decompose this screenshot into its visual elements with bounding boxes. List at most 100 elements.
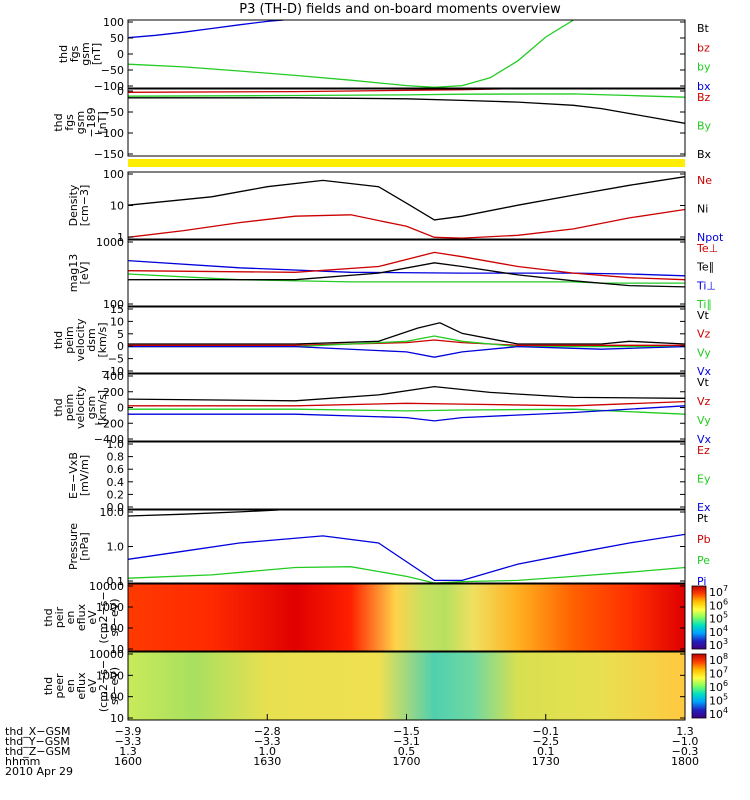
y-tick-label: 100 (103, 298, 124, 311)
y-tick-label: −150 (94, 148, 124, 161)
colorbar-tick-label: 103 (709, 637, 728, 652)
y-axis-label-line: [km/s] (96, 390, 109, 425)
series-line-Ti⊥ (128, 259, 685, 277)
series-line-Vx (128, 345, 685, 358)
y-tick-label: 15 (110, 303, 124, 316)
series-line-Vy (128, 408, 685, 415)
y-axis-label-line: thd (52, 398, 65, 416)
y-tick-label: 0.2 (107, 488, 125, 501)
panel-frame (127, 88, 686, 157)
y-axis-label-line: en (64, 679, 77, 693)
series-line-by (128, 20, 574, 88)
legend-entry-by: by (697, 61, 711, 74)
panel-frame (127, 583, 686, 652)
y-axis-label-line: peer (53, 673, 66, 699)
footer-row-value: 0.5 (398, 745, 416, 758)
legend-entry-Bx: Bx (697, 148, 712, 161)
y-tick-label: −100 (94, 80, 124, 93)
y-axis-label-line: sr−eV) (108, 667, 121, 705)
y-axis-label-line: eV (86, 610, 99, 625)
spectrogram-9 (128, 652, 685, 720)
series-line-By (128, 93, 685, 98)
y-axis-label-line: (cm2−s− (97, 660, 110, 712)
y-axis-label-line: peim (63, 394, 76, 422)
y-axis-label-line: [nPa] (78, 532, 91, 560)
legend-entry-Bz: Bz (697, 91, 711, 104)
legend-entry-Ne: Ne (697, 174, 712, 187)
y-tick-label: 50 (110, 32, 124, 45)
panel-frame (127, 373, 686, 442)
y-tick-label: 10 (110, 712, 124, 725)
legend-entry-Pb: Pb (697, 533, 711, 546)
colorbar-bar-9 (691, 653, 707, 719)
y-axis-label-line: en (64, 611, 77, 625)
series-line-Vt (128, 385, 685, 402)
y-tick-label: 10 (110, 315, 124, 328)
footer-row-value: −3.9 (115, 725, 142, 738)
y-axis-label-line: thd (52, 331, 65, 349)
colorbar-bar-8 (691, 585, 707, 650)
colorbar-tick-exponent: 4 (723, 706, 728, 715)
colorbar-tick-exponent: 7 (723, 666, 728, 675)
legend-entry-Te⊥: Te⊥ (696, 242, 718, 255)
y-axis-label-line: [cm−3] (78, 185, 91, 227)
footer-row-value: 1630 (253, 755, 281, 768)
y-axis-label-line: eflux (75, 603, 88, 631)
series-group-7 (128, 510, 685, 583)
footer-row-value: −1.5 (393, 725, 420, 738)
series-group-1 (128, 89, 685, 124)
y-tick-label: −10 (101, 365, 124, 378)
footer-axis: thd_X−GSM −3.9 −2.8 −1.5 −0.1 1.3 thd_Y−GSM −3.… (5, 714, 699, 778)
panel-frame (127, 171, 686, 240)
legend-entry-bx: bx (697, 80, 711, 93)
legend-entry-Pi: Pi (697, 575, 706, 588)
legend-entry-Ez: Ez (697, 444, 710, 457)
y-axis-label-line: mag13 (67, 254, 80, 292)
colorbar-tick-label: 104 (709, 706, 728, 721)
y-tick-label: −200 (94, 417, 124, 430)
y-axis-label-line: thd (42, 677, 55, 695)
legend-entry-Vx: Vx (697, 365, 712, 378)
y-tick-label: −50 (101, 106, 124, 119)
panels-group: 100500−50−100thdfgsgsm[nT]Btbzbybx0−50−1… (42, 16, 728, 725)
series-line-Bx (128, 97, 685, 124)
series-group-5 (128, 385, 685, 422)
y-tick-label: 10.0 (100, 506, 125, 519)
footer-row-value: 1.3 (676, 725, 694, 738)
series-line-Vz (128, 339, 685, 346)
y-axis-label-line: peim (63, 326, 76, 354)
series-line-Pe (128, 566, 685, 583)
colorbar-tick-exponent: 3 (723, 637, 728, 646)
y-axis-label-line: velocity (74, 318, 87, 361)
colorbar-tick-exponent: 5 (723, 611, 728, 620)
y-tick-label: 10 (110, 643, 124, 656)
legend-entry-Ti∥: Ti∥ (696, 298, 712, 311)
y-tick-label: 0 (117, 402, 124, 415)
panel-8: 10710610510410310000100010010thdpeirenef… (42, 580, 728, 656)
y-tick-label: −100 (94, 127, 124, 140)
y-tick-label: 400 (103, 370, 124, 383)
panel-frame (127, 239, 686, 307)
series-group-2 (128, 176, 685, 239)
series-group-0 (128, 20, 574, 88)
y-tick-label: 100 (103, 691, 124, 704)
series-group-3 (128, 251, 685, 288)
footer-row-value: −3.3 (254, 735, 281, 748)
y-tick-label: 0 (117, 48, 124, 61)
y-tick-label: 0.4 (107, 476, 125, 489)
legend-entry-Vt: Vt (697, 309, 710, 322)
y-tick-label: 0 (117, 85, 124, 98)
footer-row-label: thd_Z−GSM (5, 745, 71, 758)
legend-entry-Vz: Vz (697, 395, 711, 408)
y-tick-label: 10000 (89, 580, 124, 593)
footer-row-value: −3.3 (115, 735, 142, 748)
footer-row-label: hhmm (5, 755, 40, 768)
footer-row-value: 1730 (532, 755, 560, 768)
panel-frame (127, 306, 686, 374)
legend-entry-Vt: Vt (697, 376, 710, 389)
y-axis-label-line: −189 (85, 107, 98, 137)
